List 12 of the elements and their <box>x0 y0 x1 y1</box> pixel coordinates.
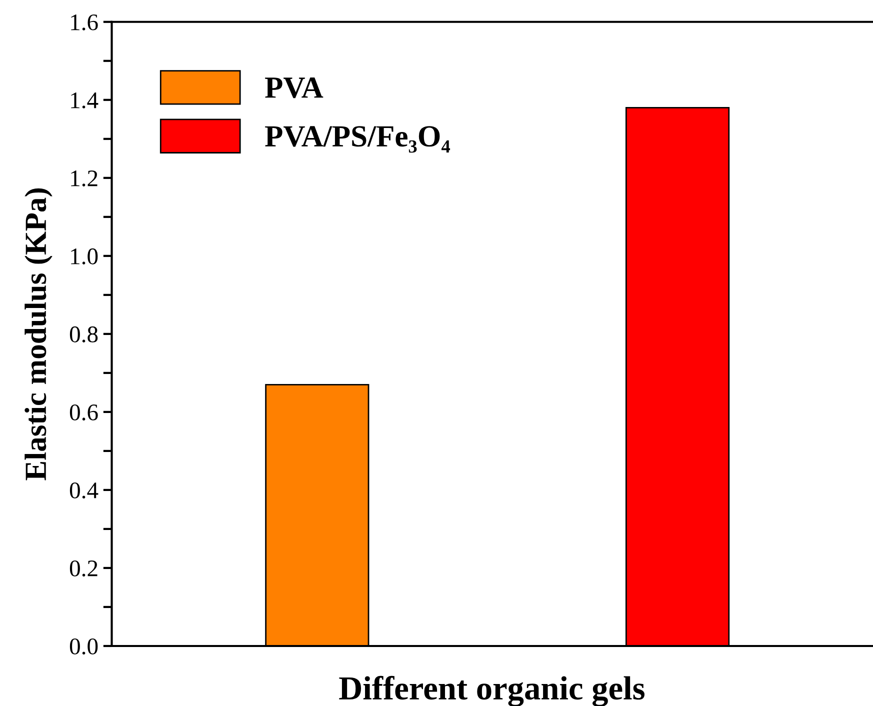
y-tick-label: 1.0 <box>71 248 98 264</box>
legend-label: PVA/PS/Fe₃O₄ <box>265 126 450 153</box>
y-tick-label: 1.2 <box>71 170 98 186</box>
y-tick-label: 0.0 <box>70 638 98 655</box>
y-tick-label: 0.6 <box>70 404 98 420</box>
y-tick-label: 1.6 <box>71 14 98 30</box>
y-tick-label: 0.8 <box>70 326 98 342</box>
y-tick-label: 1.4 <box>71 92 98 108</box>
y-tick-label: 0.4 <box>70 482 98 498</box>
y-tick-label: 0.2 <box>70 560 98 577</box>
y-axis-title: Elastic modulus (KPa) <box>24 188 52 480</box>
legend-label: PVA <box>265 77 324 98</box>
